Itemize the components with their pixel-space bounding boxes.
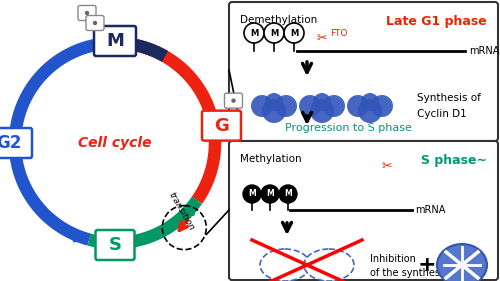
Text: Cyclin D1: Cyclin D1	[417, 109, 467, 119]
FancyBboxPatch shape	[96, 230, 134, 260]
Text: S: S	[108, 236, 122, 254]
Text: Late G1 phase: Late G1 phase	[386, 15, 487, 28]
Text: Cell cycle: Cell cycle	[78, 136, 152, 150]
Circle shape	[232, 99, 235, 102]
Circle shape	[284, 23, 304, 43]
Text: ✂: ✂	[382, 160, 392, 173]
Text: mRNA: mRNA	[415, 205, 446, 215]
Text: M: M	[290, 28, 298, 37]
Circle shape	[243, 185, 261, 203]
Circle shape	[361, 93, 379, 111]
Text: M: M	[106, 32, 124, 50]
Text: M: M	[270, 28, 278, 37]
Ellipse shape	[304, 249, 354, 281]
Circle shape	[261, 185, 279, 203]
Text: Synthesis of: Synthesis of	[417, 93, 481, 103]
Ellipse shape	[437, 244, 487, 281]
Text: S phase∼: S phase∼	[421, 154, 487, 167]
FancyBboxPatch shape	[94, 26, 136, 56]
Circle shape	[244, 23, 264, 43]
Circle shape	[94, 22, 96, 24]
FancyBboxPatch shape	[229, 141, 498, 280]
Text: Demethylation: Demethylation	[240, 15, 318, 25]
FancyBboxPatch shape	[86, 15, 104, 31]
Circle shape	[313, 93, 331, 111]
Circle shape	[275, 95, 297, 117]
Text: M: M	[248, 189, 256, 198]
Text: of the synthesis: of the synthesis	[370, 268, 448, 278]
Text: Methylation: Methylation	[240, 154, 302, 164]
Circle shape	[358, 99, 382, 123]
Text: FTO: FTO	[330, 28, 347, 37]
Text: ✂: ✂	[316, 33, 326, 46]
Text: M: M	[250, 28, 258, 37]
FancyBboxPatch shape	[78, 6, 96, 21]
Circle shape	[264, 23, 284, 43]
Circle shape	[310, 99, 334, 123]
FancyBboxPatch shape	[0, 128, 32, 158]
Text: Inhibition: Inhibition	[370, 254, 416, 264]
FancyBboxPatch shape	[229, 2, 498, 141]
FancyBboxPatch shape	[224, 93, 242, 108]
Text: M: M	[266, 189, 274, 198]
Text: +: +	[418, 255, 436, 275]
Circle shape	[299, 95, 321, 117]
Text: mRNA: mRNA	[469, 46, 500, 56]
Circle shape	[262, 99, 286, 123]
Text: transition: transition	[166, 191, 196, 232]
Circle shape	[265, 93, 283, 111]
Text: G: G	[214, 117, 229, 135]
Circle shape	[347, 95, 369, 117]
Text: M: M	[284, 189, 292, 198]
Circle shape	[251, 95, 273, 117]
FancyBboxPatch shape	[202, 111, 241, 140]
Circle shape	[86, 12, 88, 15]
Circle shape	[323, 95, 345, 117]
Text: Progression to S phase: Progression to S phase	[285, 123, 412, 133]
Ellipse shape	[260, 249, 310, 281]
Text: G2: G2	[0, 134, 22, 152]
Circle shape	[279, 185, 297, 203]
Circle shape	[371, 95, 393, 117]
